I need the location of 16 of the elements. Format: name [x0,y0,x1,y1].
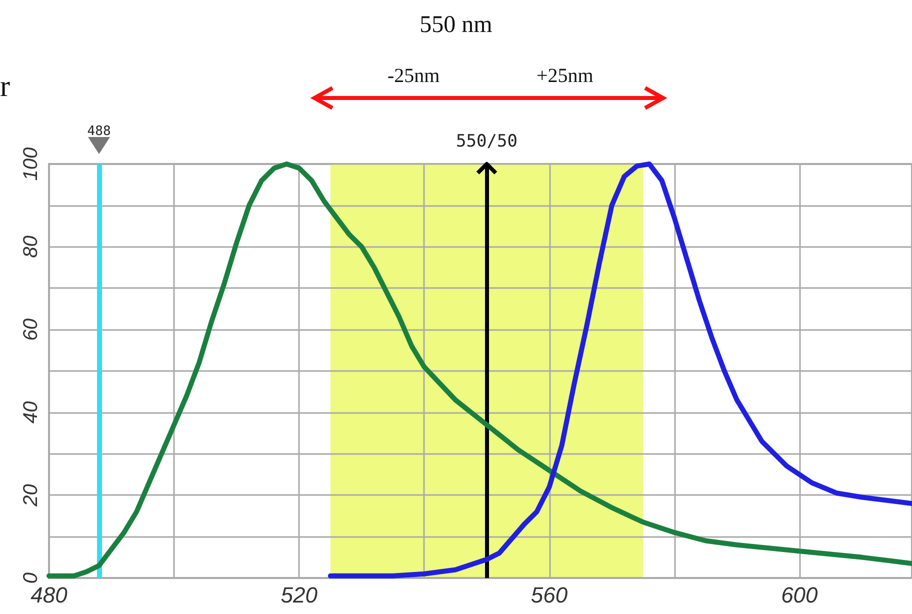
y-tick-label: 0 [20,572,42,584]
y-tick-label: 100 [20,147,42,181]
ref-line-label: 550/50 [456,132,518,152]
text: +25nm [536,65,594,87]
y-tick-label: 20 [20,484,42,508]
x-tick-label: 600 [781,582,819,608]
text: -25nm [387,65,440,87]
chart-title: 550 nm [420,12,493,38]
text: r [0,70,10,103]
ref-line-label: 488 [87,124,111,139]
y-tick-label: 60 [20,318,42,341]
x-tick-label: 520 [280,582,318,608]
y-tick-label: 40 [20,401,42,424]
y-tick-label: 80 [20,236,42,258]
x-tick-label: 480 [30,582,68,608]
x-tick-label: 560 [530,582,568,608]
